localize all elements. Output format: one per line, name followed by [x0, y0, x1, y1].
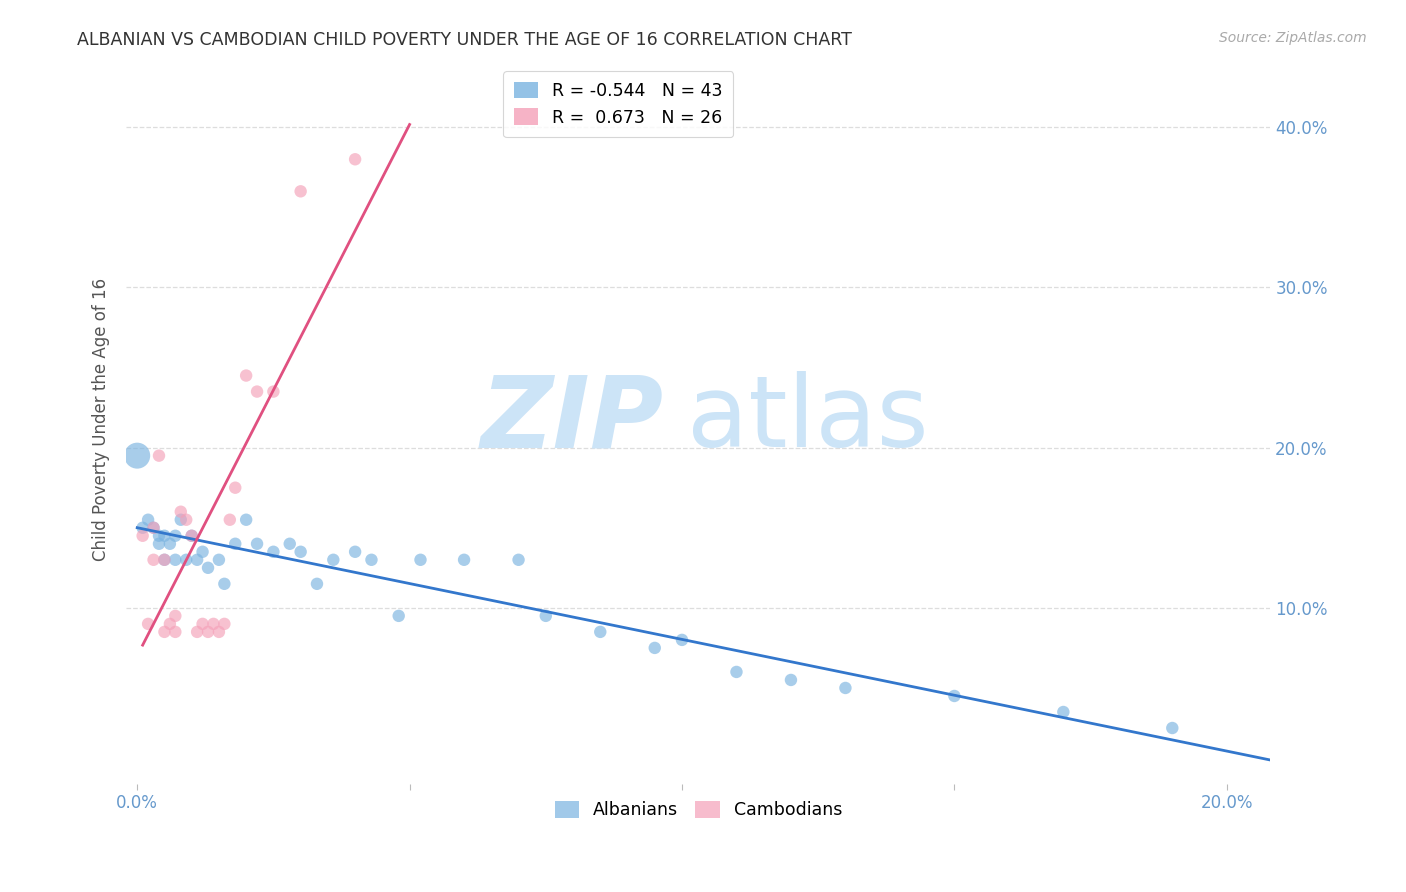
- Point: [246, 537, 269, 551]
- Point: [534, 608, 557, 623]
- Legend: Albanians, Cambodians: Albanians, Cambodians: [548, 794, 849, 826]
- Point: [136, 513, 159, 527]
- Point: [202, 616, 225, 631]
- Point: [943, 689, 966, 703]
- Point: [224, 481, 246, 495]
- Point: [305, 577, 328, 591]
- Point: [208, 624, 231, 639]
- Point: [186, 624, 208, 639]
- Text: ZIP: ZIP: [481, 371, 664, 468]
- Point: [197, 624, 219, 639]
- Point: [127, 449, 149, 463]
- Point: [1161, 721, 1184, 735]
- Point: [170, 505, 193, 519]
- Point: [170, 513, 193, 527]
- Point: [278, 537, 301, 551]
- Point: [780, 673, 803, 687]
- Point: [290, 184, 312, 198]
- Point: [165, 608, 187, 623]
- Point: [165, 529, 187, 543]
- Point: [136, 616, 159, 631]
- Point: [214, 577, 236, 591]
- Point: [671, 632, 693, 647]
- Point: [644, 640, 666, 655]
- Point: [344, 153, 367, 167]
- Point: [191, 616, 214, 631]
- Text: atlas: atlas: [688, 371, 928, 468]
- Point: [360, 553, 382, 567]
- Point: [148, 529, 170, 543]
- Point: [142, 521, 165, 535]
- Point: [174, 553, 197, 567]
- Point: [208, 553, 231, 567]
- Point: [235, 513, 257, 527]
- Point: [508, 553, 530, 567]
- Point: [834, 681, 856, 695]
- Point: [186, 553, 208, 567]
- Point: [725, 665, 748, 679]
- Point: [142, 553, 165, 567]
- Point: [290, 545, 312, 559]
- Point: [148, 537, 170, 551]
- Point: [159, 537, 181, 551]
- Point: [388, 608, 411, 623]
- Point: [180, 529, 202, 543]
- Point: [165, 624, 187, 639]
- Y-axis label: Child Poverty Under the Age of 16: Child Poverty Under the Age of 16: [93, 278, 110, 561]
- Point: [131, 521, 153, 535]
- Point: [165, 553, 187, 567]
- Text: ALBANIAN VS CAMBODIAN CHILD POVERTY UNDER THE AGE OF 16 CORRELATION CHART: ALBANIAN VS CAMBODIAN CHILD POVERTY UNDE…: [77, 31, 852, 49]
- Point: [322, 553, 344, 567]
- Point: [159, 616, 181, 631]
- Point: [262, 545, 284, 559]
- Point: [191, 545, 214, 559]
- Point: [153, 624, 176, 639]
- Point: [142, 521, 165, 535]
- Point: [235, 368, 257, 383]
- Point: [148, 449, 170, 463]
- Point: [409, 553, 432, 567]
- Point: [246, 384, 269, 399]
- Point: [197, 561, 219, 575]
- Point: [153, 553, 176, 567]
- Point: [344, 545, 367, 559]
- Point: [153, 553, 176, 567]
- Point: [453, 553, 475, 567]
- Point: [262, 384, 284, 399]
- Point: [1052, 705, 1074, 719]
- Point: [174, 513, 197, 527]
- Point: [589, 624, 612, 639]
- Point: [131, 529, 153, 543]
- Point: [224, 537, 246, 551]
- Point: [153, 529, 176, 543]
- Point: [214, 616, 236, 631]
- Point: [218, 513, 240, 527]
- Text: Source: ZipAtlas.com: Source: ZipAtlas.com: [1219, 31, 1367, 45]
- Point: [180, 529, 202, 543]
